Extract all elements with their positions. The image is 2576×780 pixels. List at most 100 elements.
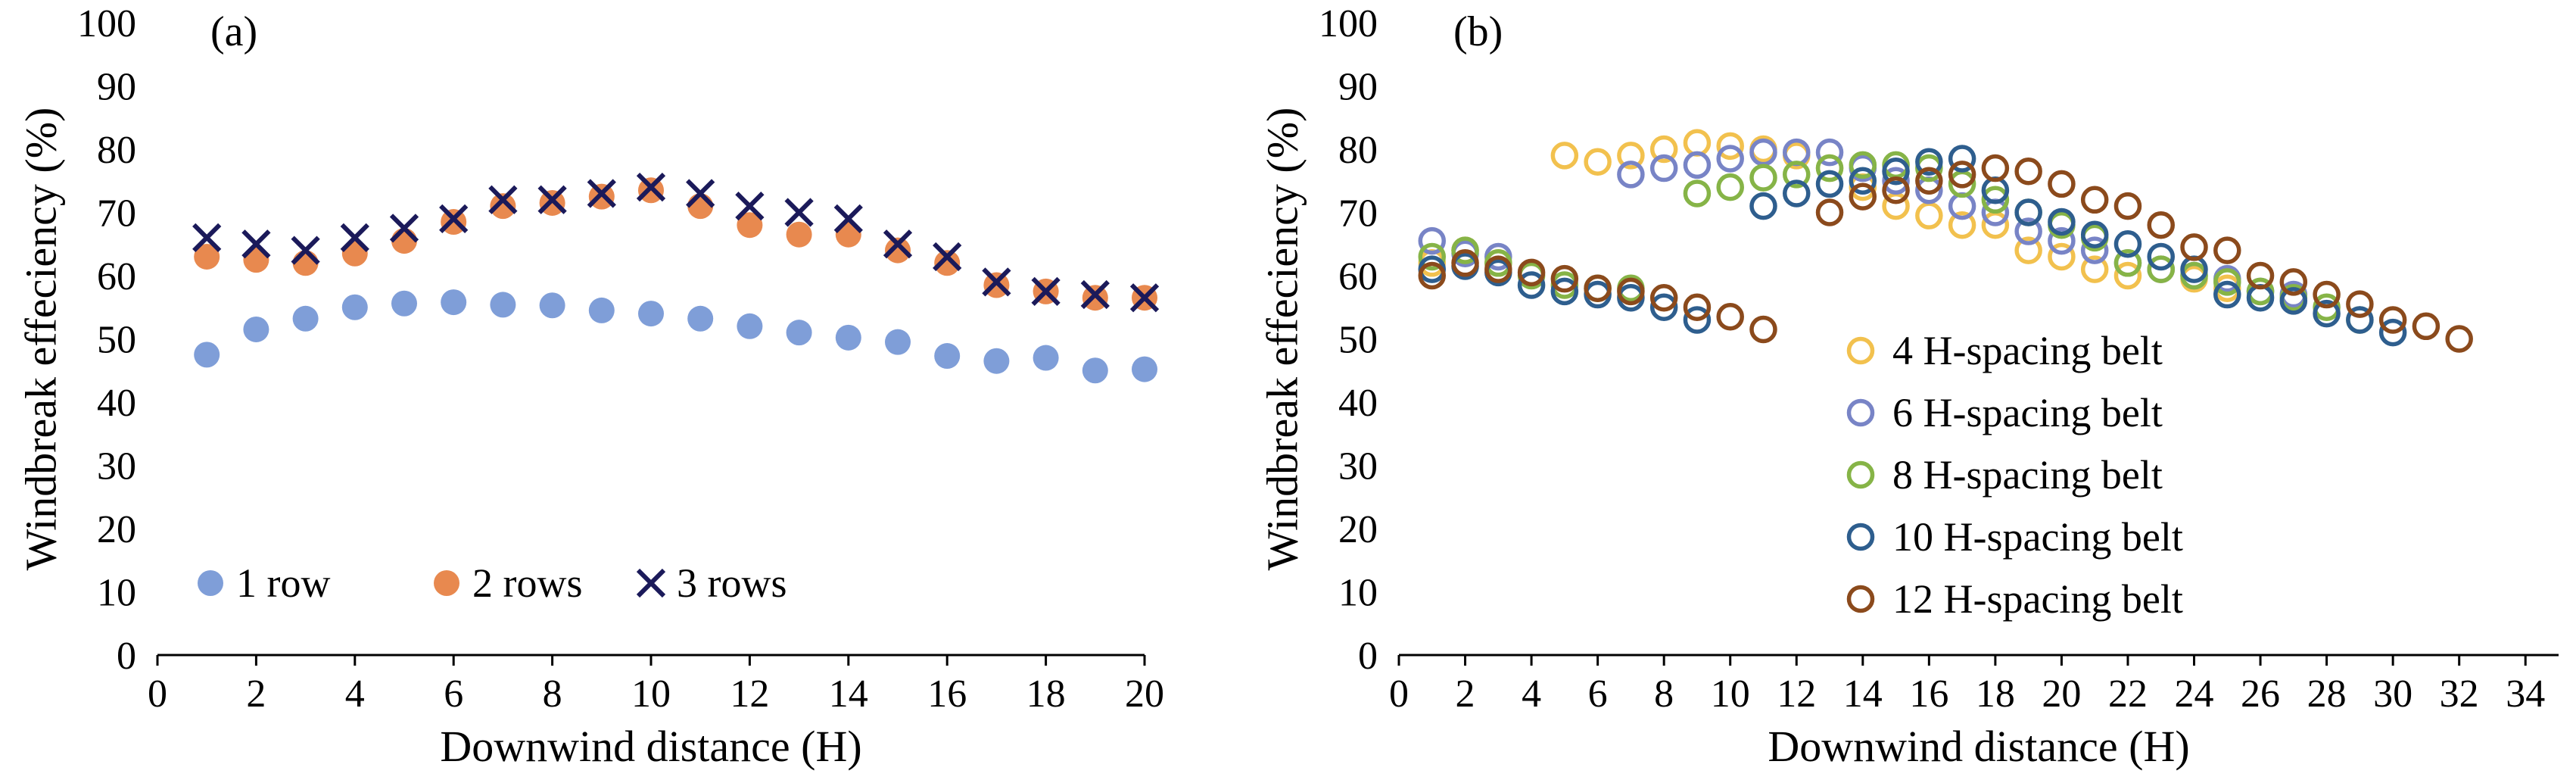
data-point bbox=[638, 301, 664, 327]
y-tick-label: 0 bbox=[117, 635, 136, 678]
data-point bbox=[1749, 192, 1777, 220]
x-tick-label: 14 bbox=[1843, 672, 1883, 716]
data-point bbox=[1882, 176, 1910, 204]
data-point bbox=[2080, 186, 2109, 214]
y-tick-label: 80 bbox=[97, 129, 136, 172]
x-tick-label: 14 bbox=[829, 672, 868, 716]
data-point bbox=[2014, 157, 2042, 186]
y-tick-label: 10 bbox=[1338, 572, 1378, 615]
y-tick-label: 70 bbox=[97, 192, 136, 236]
data-point bbox=[2113, 192, 2142, 220]
data-point bbox=[786, 320, 812, 346]
data-point bbox=[2313, 299, 2341, 328]
legend-item: 2 rows bbox=[434, 560, 583, 606]
data-point bbox=[934, 250, 961, 276]
x-tick-label: 0 bbox=[148, 672, 167, 716]
data-point bbox=[1716, 132, 1744, 161]
data-point bbox=[2147, 255, 2175, 283]
x-tick-label: 32 bbox=[2440, 672, 2479, 716]
data-point bbox=[2279, 287, 2308, 315]
data-point bbox=[885, 237, 911, 264]
data-point bbox=[1418, 261, 1447, 290]
x-tick-label: 30 bbox=[2373, 672, 2412, 716]
data-point bbox=[1683, 306, 1712, 334]
data-point bbox=[1033, 345, 1059, 371]
data-point bbox=[1815, 138, 1844, 167]
data-point bbox=[1948, 145, 1976, 173]
data-point bbox=[439, 204, 469, 233]
legend: 1 row 2 rows 3 rows bbox=[198, 560, 787, 606]
x-tick-label: 18 bbox=[1026, 672, 1066, 716]
data-point bbox=[636, 172, 666, 202]
data-point bbox=[1815, 170, 1844, 198]
legend-item: 6 H-spacing belt bbox=[1846, 390, 2163, 435]
data-point bbox=[2213, 236, 2241, 264]
data-point bbox=[1550, 264, 1579, 293]
y-tick-label: 0 bbox=[1358, 635, 1378, 678]
data-point bbox=[1815, 154, 1844, 183]
data-point bbox=[1849, 167, 1877, 195]
data-point bbox=[1882, 167, 1910, 195]
panel-label: (b) bbox=[1453, 8, 1503, 55]
y-tick-label: 80 bbox=[1338, 129, 1378, 172]
data-point bbox=[933, 242, 962, 272]
legend-item: 4 H-spacing belt bbox=[1846, 328, 2163, 373]
legend-item: 12 H-spacing belt bbox=[1846, 576, 2183, 622]
panel-label: (a) bbox=[210, 8, 257, 55]
data-point bbox=[1617, 142, 1645, 170]
data-point bbox=[2412, 312, 2441, 341]
legend-label: 1 row bbox=[236, 560, 330, 606]
data-point bbox=[1815, 198, 1844, 226]
data-point bbox=[488, 185, 518, 214]
data-point bbox=[1649, 135, 1678, 164]
data-point bbox=[1080, 279, 1110, 310]
data-point bbox=[737, 313, 763, 339]
data-point bbox=[1716, 173, 1744, 201]
data-point bbox=[1749, 315, 1777, 344]
data-point bbox=[2147, 242, 2175, 271]
y-tick-label: 10 bbox=[97, 572, 136, 615]
data-point bbox=[192, 223, 222, 253]
data-point bbox=[2346, 306, 2374, 334]
data-point bbox=[1716, 303, 1744, 331]
data-point bbox=[2346, 290, 2374, 318]
x-tick-label: 6 bbox=[444, 672, 463, 716]
legend-marker bbox=[1846, 523, 1875, 551]
x-tick-label: 22 bbox=[2108, 672, 2148, 716]
legend: 4 H-spacing belt 6 H-spacing belt 8 H-spac… bbox=[1846, 328, 2183, 622]
y-tick-label: 50 bbox=[97, 319, 136, 362]
y-tick-label: 90 bbox=[1338, 66, 1378, 109]
legend-marker bbox=[636, 568, 666, 598]
data-point bbox=[687, 305, 714, 332]
data-point bbox=[587, 179, 616, 208]
data-point bbox=[2213, 268, 2241, 296]
data-point bbox=[2080, 255, 2109, 283]
x-tick-label: 8 bbox=[543, 672, 562, 716]
data-point bbox=[1716, 145, 1744, 173]
legend-marker bbox=[1846, 585, 1875, 613]
data-point bbox=[1517, 258, 1546, 287]
chart-panel-a: 0 2 4 6 8 10 12 14 16 18 20 0 10 20 30 40 50 60 70 80 90 100 D… bbox=[16, 2, 1164, 771]
x-axis-label: Downwind distance (H) bbox=[1768, 722, 2189, 771]
legend-marker bbox=[1846, 336, 1875, 365]
data-point bbox=[2048, 170, 2076, 198]
data-point bbox=[2313, 280, 2341, 309]
data-point bbox=[835, 324, 861, 351]
data-point bbox=[1649, 283, 1678, 312]
x-tick-label: 2 bbox=[1456, 672, 1475, 716]
x-tick-label: 10 bbox=[1711, 672, 1750, 716]
data-point bbox=[291, 236, 320, 265]
y-tick-label: 70 bbox=[1338, 192, 1378, 236]
legend-label: 8 H-spacing belt bbox=[1892, 452, 2163, 498]
legend-item: 10 H-spacing belt bbox=[1846, 514, 2183, 560]
data-point bbox=[1981, 186, 2010, 214]
data-point bbox=[687, 193, 714, 220]
x-tick-label: 28 bbox=[2307, 672, 2347, 716]
series-3 bbox=[192, 172, 1160, 313]
data-point bbox=[1948, 211, 1976, 239]
x-tick-label: 34 bbox=[2506, 672, 2545, 716]
series-1 bbox=[194, 289, 1157, 384]
y-axis-label: Windbreak effeciency (%) bbox=[16, 108, 65, 571]
data-point bbox=[2048, 207, 2076, 236]
